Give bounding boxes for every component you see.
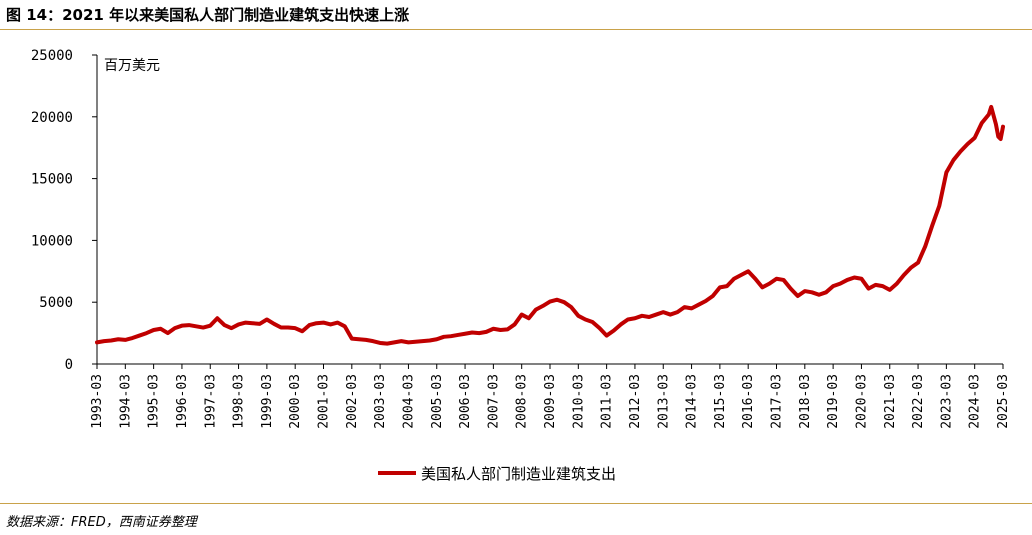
y-tick-label: 10000 <box>31 233 73 249</box>
x-tick-label: 2003-03 <box>373 374 388 429</box>
x-tick-label: 2017-03 <box>770 374 785 429</box>
x-tick-label: 1993-03 <box>90 374 105 429</box>
x-tick-label: 2016-03 <box>741 374 756 429</box>
x-tick-label: 2015-03 <box>713 374 728 429</box>
x-tick-label: 2000-03 <box>288 374 303 429</box>
x-tick-label: 2001-03 <box>317 374 332 429</box>
x-tick-label: 2010-03 <box>571 374 586 429</box>
x-tick-label: 2020-03 <box>854 374 869 429</box>
y-axis: 0 5000 10000 15000 20000 25000 <box>31 48 98 373</box>
x-tick-label: 1996-03 <box>175 374 190 429</box>
x-tick-label: 2025-03 <box>996 374 1011 429</box>
x-tick-label: 2023-03 <box>939 374 954 429</box>
x-tick-label: 2006-03 <box>458 374 473 429</box>
y-tick-label: 20000 <box>31 110 73 126</box>
y-tick-label: 25000 <box>31 48 73 64</box>
x-tick-label: 2012-03 <box>628 374 643 429</box>
x-tick-label: 1997-03 <box>203 374 218 429</box>
x-tick-label: 2009-03 <box>543 374 558 429</box>
unit-label: 百万美元 <box>104 58 160 74</box>
x-tick-label: 2019-03 <box>826 374 841 429</box>
legend: 美国私人部门制造业建筑支出 <box>378 465 616 483</box>
y-tick-label: 5000 <box>39 295 73 311</box>
legend-label: 美国私人部门制造业建筑支出 <box>421 465 616 483</box>
x-tick-label: 2021-03 <box>883 374 898 429</box>
series-line-0 <box>95 104 1005 346</box>
x-tick-label: 1999-03 <box>260 374 275 429</box>
x-tick-label: 1998-03 <box>232 374 247 429</box>
x-tick-label: 2024-03 <box>968 374 983 429</box>
source-note: 数据来源：FRED，西南证券整理 <box>6 515 197 530</box>
x-tick-label: 1994-03 <box>118 374 133 429</box>
x-tick-label: 2022-03 <box>911 374 926 429</box>
x-tick-label: 2005-03 <box>430 374 445 429</box>
x-tick-label: 1995-03 <box>147 374 162 429</box>
x-tick-label: 2002-03 <box>345 374 360 429</box>
line-chart: 0 5000 10000 15000 20000 25000 1993-03 1994-03… <box>31 48 1011 483</box>
series-layer <box>95 104 1005 346</box>
x-tick-label: 2007-03 <box>486 374 501 429</box>
x-axis: 1993-03 1994-03 1995-03 1996-03 1997-03 1998-… <box>90 363 1011 429</box>
x-tick-label: 2014-03 <box>685 374 700 429</box>
top-rule <box>0 29 1032 30</box>
x-tick-label: 2004-03 <box>401 374 416 429</box>
x-tick-label: 2018-03 <box>798 374 813 429</box>
bottom-rule <box>0 503 1032 504</box>
y-tick-label: 15000 <box>31 172 73 188</box>
x-tick-label: 2011-03 <box>600 374 615 429</box>
x-tick-label: 2008-03 <box>515 374 530 429</box>
x-tick-label: 2013-03 <box>656 374 671 429</box>
figure-title: 图 14：2021 年以来美国私人部门制造业建筑支出快速上涨 <box>6 6 410 24</box>
y-tick-label: 0 <box>65 357 73 373</box>
